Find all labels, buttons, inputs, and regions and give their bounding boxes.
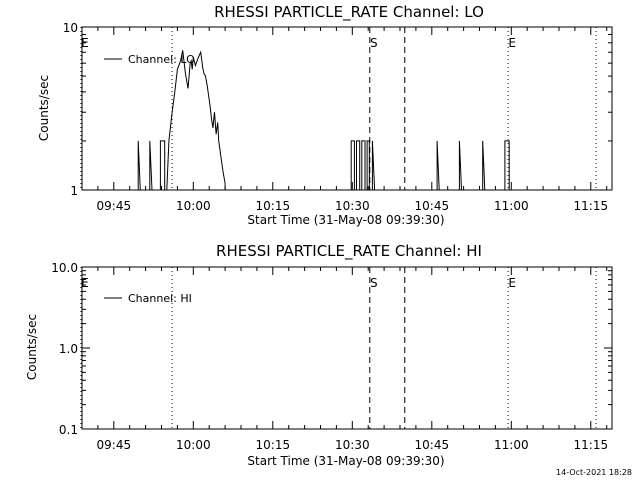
panel2-ytick-label: 10.0 [51, 261, 78, 275]
panel1-xlabel: Start Time (31-May-08 09:39:30) [247, 213, 444, 227]
panel2-marker-label: E [508, 276, 516, 290]
panel2-xtick-label: 09:45 [97, 438, 132, 452]
panel2-xtick-label: 10:15 [256, 438, 291, 452]
panel1-xtick-label: 10:00 [176, 199, 211, 213]
panel2-ytick-label: 0.1 [59, 423, 78, 437]
panel2-marker-label: S [370, 276, 378, 290]
panel2-xtick-label: 10:30 [335, 438, 370, 452]
panel2-marker-label: E [81, 276, 89, 290]
panel2-ytick-label: 1.0 [59, 342, 78, 356]
panel2-xtick-label: 11:15 [574, 438, 609, 452]
panel2-xtick-label: 11:00 [494, 438, 529, 452]
panel1-marker-label: S [370, 36, 378, 50]
panel2-xtick-label: 10:00 [176, 438, 211, 452]
panel1-xtick-label: 10:45 [415, 199, 450, 213]
panel2-title: RHESSI PARTICLE_RATE Channel: HI [216, 242, 482, 261]
panel1-ytick-label: 1 [70, 184, 78, 198]
panel2-legend-label: Channel: HI [128, 292, 192, 305]
panel1-marker-label: E [508, 36, 516, 50]
panel2-xtick-label: 10:45 [415, 438, 450, 452]
panel1-xtick-label: 10:15 [256, 199, 291, 213]
panel1-series-line [136, 50, 512, 191]
panel1-xtick-label: 10:30 [335, 199, 370, 213]
panel1-xtick-label: 11:15 [574, 199, 609, 213]
panel2-xlabel: Start Time (31-May-08 09:39:30) [247, 454, 444, 468]
panel1-legend-label: Channel: LO [128, 53, 195, 66]
panel1-marker-label: E [81, 36, 89, 50]
panel1-title: RHESSI PARTICLE_RATE Channel: LO [214, 3, 484, 22]
panel1-xtick-label: 09:45 [97, 199, 132, 213]
timestamp: 14-Oct-2021 18:28 [556, 468, 632, 477]
panel1-ylabel: Counts/sec [37, 75, 51, 141]
panel1-axes-frame [81, 26, 613, 191]
panel1-ytick-label: 10 [63, 21, 78, 35]
panel1-xtick-label: 11:00 [494, 199, 529, 213]
panel2-ylabel: Counts/sec [25, 314, 39, 380]
